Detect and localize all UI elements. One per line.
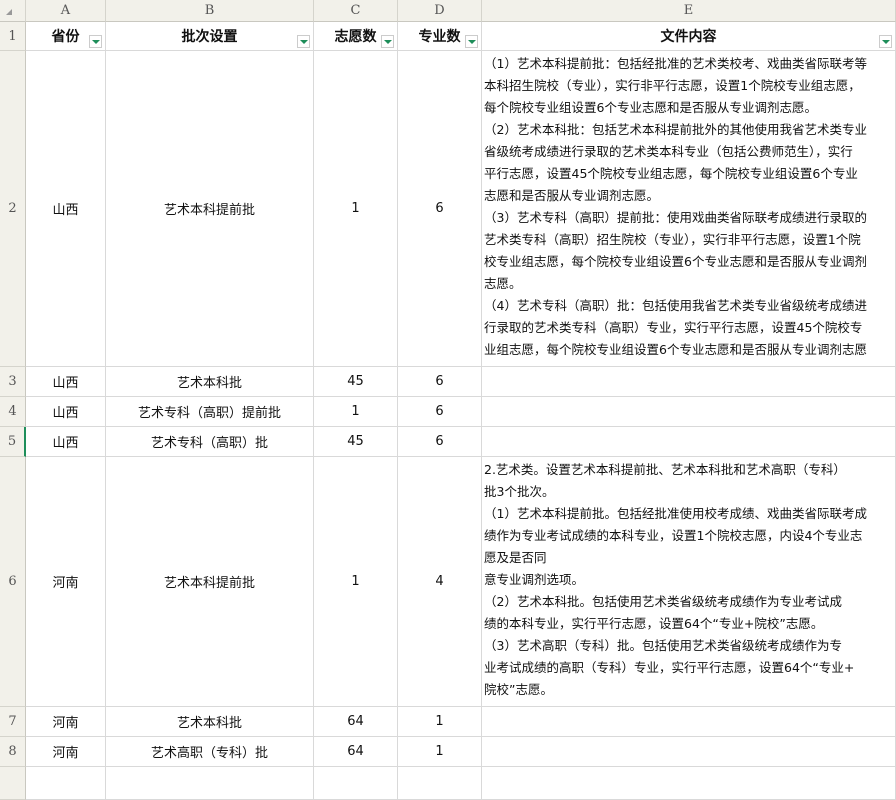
cell-province[interactable]: 河南 (26, 737, 106, 767)
cell-content[interactable]: （1）艺术本科提前批：包括经批准的艺术类校考、戏曲类省际联考等 本科招生院校（专业… (482, 51, 896, 367)
content-line: 每个院校专业组设置6个专业志愿和是否服从专业调剂志愿。 (484, 100, 817, 115)
content-line: （3）艺术高职（专科）批。包括使用艺术类省级统考成绩作为专 (484, 638, 842, 653)
cell-batch[interactable]: 艺术本科批 (106, 707, 314, 737)
content-line: 业考试成绩的高职（专科）专业，实行平行志愿，设置64个“专业+ (484, 660, 855, 675)
header-cell[interactable]: 批次设置 (106, 22, 314, 51)
cell-majors[interactable]: 1 (398, 707, 482, 737)
cell-majors[interactable]: 6 (398, 427, 482, 457)
header-cell[interactable]: 文件内容 (482, 22, 896, 51)
cell-wishes[interactable]: 45 (314, 427, 398, 457)
cell-wishes[interactable]: 1 (314, 457, 398, 707)
empty-cell[interactable] (26, 767, 106, 800)
cell-province[interactable]: 山西 (26, 51, 106, 367)
column-header-E[interactable]: E (482, 0, 896, 22)
cell-content[interactable] (482, 737, 896, 767)
content-line: 艺术类专科（高职）招生院校（专业），实行非平行志愿，设置1个院 (484, 232, 861, 247)
cell-province[interactable]: 河南 (26, 457, 106, 707)
content-line: 本科招生院校（专业），实行非平行志愿，设置1个院校专业组志愿， (484, 78, 861, 93)
cell-content[interactable] (482, 427, 896, 457)
row-header-2[interactable]: 2 (0, 51, 26, 367)
column-header-A[interactable]: A (26, 0, 106, 22)
cell-batch[interactable]: 艺术高职（专科）批 (106, 737, 314, 767)
content-line: 2.艺术类。设置艺术本科提前批、艺术本科批和艺术高职（专科） (484, 462, 846, 477)
row-header-1[interactable]: 1 (0, 22, 26, 51)
content-line: 行录取的艺术类专科（高职）专业，实行平行志愿，设置45个院校专 (484, 320, 863, 335)
cell-majors[interactable]: 4 (398, 457, 482, 707)
content-line: （2）艺术本科批：包括艺术本科提前批外的其他使用我省艺术类专业 (484, 122, 867, 137)
content-line: 校专业组志愿，每个院校专业组设置6个专业志愿和是否服从专业调剂 (484, 254, 867, 269)
cell-majors[interactable]: 6 (398, 397, 482, 427)
cell-content[interactable] (482, 707, 896, 737)
cell-wishes[interactable]: 64 (314, 737, 398, 767)
content-line: （3）艺术专科（高职）提前批：使用戏曲类省际联考成绩进行录取的 (484, 210, 867, 225)
column-header-D[interactable]: D (398, 0, 482, 22)
cell-content[interactable] (482, 367, 896, 397)
content-line: （4）艺术专科（高职）批：包括使用我省艺术类专业省级统考成绩进 (484, 298, 867, 313)
filter-dropdown-icon[interactable] (297, 35, 310, 48)
filter-dropdown-icon[interactable] (381, 35, 394, 48)
cell-wishes[interactable]: 1 (314, 51, 398, 367)
cell-wishes[interactable]: 1 (314, 397, 398, 427)
row-header-4[interactable]: 4 (0, 397, 26, 427)
cell-batch[interactable]: 艺术本科提前批 (106, 457, 314, 707)
filter-dropdown-icon[interactable] (879, 35, 892, 48)
empty-cell[interactable] (314, 767, 398, 800)
column-header-C[interactable]: C (314, 0, 398, 22)
cell-content[interactable] (482, 397, 896, 427)
row-header-7[interactable]: 7 (0, 707, 26, 737)
row-header-6[interactable]: 6 (0, 457, 26, 707)
content-line: 批3个批次。 (484, 484, 555, 499)
content-line: 院校”志愿。 (484, 682, 553, 697)
cell-province[interactable]: 山西 (26, 367, 106, 397)
header-label: 志愿数 (334, 29, 377, 45)
cell-batch[interactable]: 艺术专科（高职）批 (106, 427, 314, 457)
cell-province[interactable]: 河南 (26, 707, 106, 737)
content-line: 省级统考成绩进行录取的艺术类本科专业（包括公费师范生），实行 (484, 144, 853, 159)
row-header-9[interactable] (0, 767, 26, 800)
content-line: 绩作为专业考试成绩的本科专业，设置1个院校志愿，内设4个专业志 (484, 528, 863, 543)
content-line: 愿及是否同 (484, 550, 547, 565)
cell-majors[interactable]: 1 (398, 737, 482, 767)
content-line: 志愿和是否服从专业调剂志愿。 (484, 188, 660, 203)
content-line: 业组志愿，每个院校专业组设置6个专业志愿和是否服从专业调剂志愿 (484, 342, 867, 357)
row-header-3[interactable]: 3 (0, 367, 26, 397)
cell-batch[interactable]: 艺术本科批 (106, 367, 314, 397)
content-line: （2）艺术本科批。包括使用艺术类省级统考成绩作为专业考试成 (484, 594, 842, 609)
empty-cell[interactable] (106, 767, 314, 800)
header-label: 省份 (51, 29, 80, 45)
row-header-8[interactable]: 8 (0, 737, 26, 767)
cell-majors[interactable]: 6 (398, 51, 482, 367)
cell-content[interactable]: 2.艺术类。设置艺术本科提前批、艺术本科批和艺术高职（专科） 批3个批次。 （1）艺… (482, 457, 896, 707)
row-header-5[interactable]: 5 (0, 427, 26, 457)
content-line: 意专业调剂选项。 (484, 572, 585, 587)
header-label: 文件内容 (660, 29, 717, 45)
content-line: 平行志愿，设置45个院校专业组志愿，每个院校专业组设置6个专业 (484, 166, 858, 181)
header-cell[interactable]: 省份 (26, 22, 106, 51)
content-line: （1）艺术本科提前批：包括经批准的艺术类校考、戏曲类省际联考等 (484, 56, 867, 71)
header-label: 专业数 (418, 29, 461, 45)
filter-dropdown-icon[interactable] (465, 35, 478, 48)
cell-wishes[interactable]: 45 (314, 367, 398, 397)
filter-dropdown-icon[interactable] (89, 35, 102, 48)
select-all-corner[interactable] (0, 0, 26, 22)
empty-cell[interactable] (398, 767, 482, 800)
content-line: 志愿。 (484, 276, 522, 291)
header-cell[interactable]: 专业数 (398, 22, 482, 51)
cell-batch[interactable]: 艺术专科（高职）提前批 (106, 397, 314, 427)
empty-cell[interactable] (482, 767, 896, 800)
column-header-B[interactable]: B (106, 0, 314, 22)
header-cell[interactable]: 志愿数 (314, 22, 398, 51)
cell-batch[interactable]: 艺术本科提前批 (106, 51, 314, 367)
content-line: 绩的本科专业，实行平行志愿，设置64个“专业+院校”志愿。 (484, 616, 824, 631)
cell-province[interactable]: 山西 (26, 427, 106, 457)
content-line: （1）艺术本科提前批。包括经批准使用校考成绩、戏曲类省际联考成 (484, 506, 867, 521)
header-label: 批次设置 (181, 29, 238, 45)
cell-province[interactable]: 山西 (26, 397, 106, 427)
cell-majors[interactable]: 6 (398, 367, 482, 397)
cell-wishes[interactable]: 64 (314, 707, 398, 737)
